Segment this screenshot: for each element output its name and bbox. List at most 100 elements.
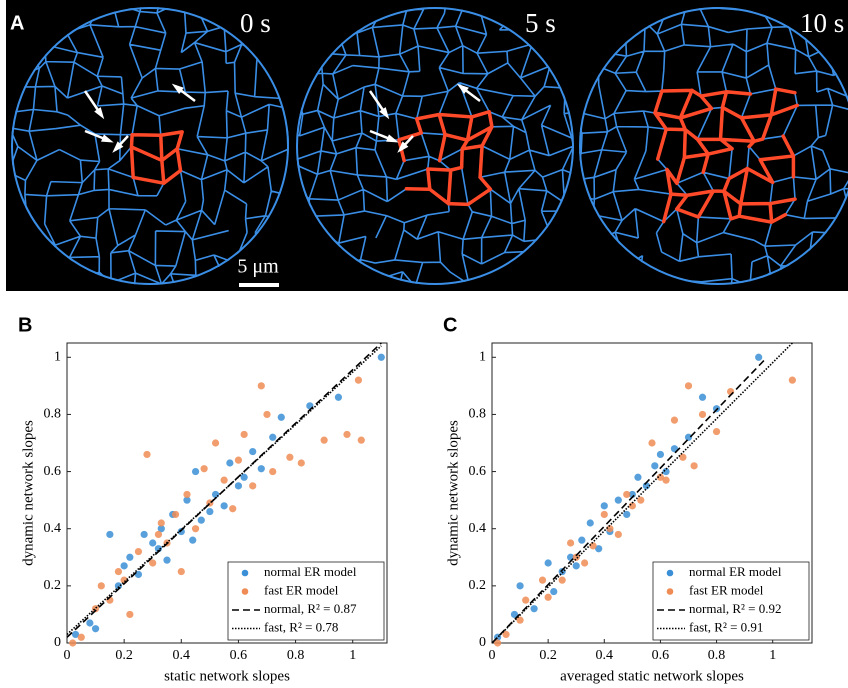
y-axis-label: dynamic network slopes (20, 420, 36, 566)
x-axis-label: averaged static network slopes (560, 668, 744, 684)
scatter-point (220, 476, 228, 484)
scatter-point (171, 510, 180, 519)
scatter-point (177, 527, 185, 536)
scatter-point (662, 467, 670, 476)
scatter-point (269, 433, 277, 441)
scatter-point (240, 473, 248, 481)
cell-boundary (11, 7, 289, 285)
arrow-head (112, 141, 124, 153)
scatter-point (177, 567, 185, 576)
arrow-head (379, 107, 390, 120)
scatter-point (656, 450, 665, 459)
scatter-point (679, 453, 687, 461)
panel-label: A (10, 12, 24, 34)
legend-marker (241, 569, 249, 577)
scatter-point (690, 462, 698, 470)
cell-boundary (579, 7, 848, 285)
scatter-point (510, 610, 519, 619)
x-axis-label: static network slopes (164, 668, 290, 684)
scatter-point (91, 625, 100, 633)
panel-label: C (443, 314, 457, 336)
scatter-point (140, 530, 148, 539)
scatter-point (538, 576, 547, 584)
frame-time: 5 s (525, 8, 556, 38)
scale-bar-label: 5 μm (237, 256, 279, 278)
y-axis-label: dynamic network slopes (445, 420, 461, 566)
arrow-head (94, 107, 105, 120)
x-tick-label: 0.6 (652, 648, 670, 663)
scatter-point (71, 630, 80, 639)
scatter-point (698, 410, 707, 419)
scatter-point (354, 376, 363, 384)
scatter-point (516, 616, 524, 624)
scatter-point (755, 353, 763, 361)
scatter-point (257, 382, 265, 390)
arrow-head (397, 141, 409, 153)
y-tick-label: 0.8 (469, 407, 487, 422)
scatter-point (656, 473, 665, 481)
y-tick-label: 0.8 (44, 407, 62, 422)
x-tick-label: 0 (64, 648, 71, 663)
legend-label: normal ER model (689, 564, 782, 579)
legend-box (227, 561, 385, 641)
scatter-point (149, 539, 157, 547)
x-tick-label: 1 (349, 648, 356, 663)
scatter-point (684, 433, 693, 441)
scatter-point (357, 436, 365, 444)
fit-line (66, 345, 382, 636)
scatter-point (183, 490, 191, 499)
scatter-point (134, 570, 143, 579)
scatter-point (91, 605, 100, 613)
scatter-point (157, 525, 165, 533)
scatter-point (637, 496, 645, 504)
scatter-point (126, 553, 134, 561)
scatter-point (600, 502, 608, 510)
legend-label: fast, R² = 0.91 (689, 619, 763, 634)
scatter-point (191, 467, 200, 476)
scatter-point (191, 525, 200, 533)
scatter-point (581, 559, 589, 567)
scatter-point (684, 382, 693, 390)
signal-spread (129, 130, 184, 185)
frame-time: 0 s (240, 8, 271, 38)
x-tick-label: 0.8 (708, 648, 726, 663)
scatter-point (634, 473, 642, 481)
scatter-point (126, 610, 134, 619)
scatter-point (670, 416, 679, 424)
legend-label: fast, R² = 0.78 (264, 619, 338, 634)
x-tick-label: 0.4 (596, 648, 614, 663)
scatter-point (206, 507, 214, 516)
scatter-point (494, 639, 502, 647)
x-tick-label: 0.6 (230, 648, 248, 663)
arrow-head (456, 83, 469, 94)
scatter-point (606, 525, 614, 533)
y-tick-label: 0.2 (469, 578, 487, 593)
x-tick-label: 0.2 (539, 648, 557, 663)
scatter-point (226, 459, 234, 467)
scatter-point (788, 376, 796, 384)
scatter-point (558, 576, 566, 584)
scatter-point (200, 465, 208, 473)
x-tick-label: 0.2 (115, 648, 133, 663)
scatter-point (566, 539, 575, 547)
scatter-point (97, 582, 105, 590)
scatter-point (240, 430, 248, 439)
scatter-point (120, 562, 128, 570)
scatter-point (154, 530, 163, 539)
scatter-point (234, 482, 243, 490)
scatter-point (297, 459, 305, 467)
scatter-point (595, 545, 603, 553)
scatter-point (572, 553, 580, 561)
scatter-point (286, 453, 294, 461)
scatter-point (77, 633, 85, 641)
scatter-point (277, 413, 285, 421)
y-tick-label: 0 (54, 635, 61, 650)
scatter-point (229, 505, 237, 513)
y-tick-label: 0.6 (44, 464, 62, 479)
scatter-point (120, 576, 128, 584)
scatter-point (220, 502, 228, 510)
legend-marker (666, 569, 674, 577)
legend-label: normal, R² = 0.92 (689, 601, 781, 616)
scatter-point (320, 436, 328, 444)
scatter-point (712, 427, 721, 436)
